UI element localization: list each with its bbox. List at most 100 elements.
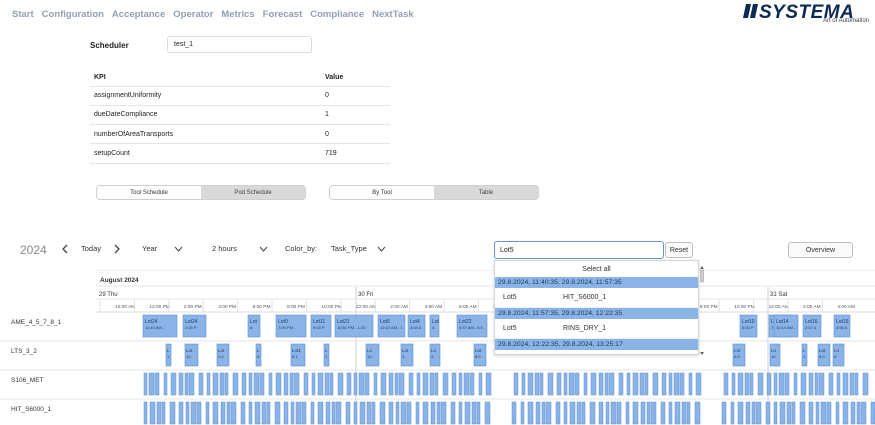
task-bar[interactable] xyxy=(668,401,673,425)
task-bar[interactable] xyxy=(721,401,727,425)
task-bar[interactable] xyxy=(476,401,481,425)
task-bar[interactable] xyxy=(520,401,525,425)
task-bar[interactable] xyxy=(458,401,463,425)
task-bar[interactable] xyxy=(261,401,267,425)
task-bar[interactable] xyxy=(870,401,875,425)
task-bar[interactable] xyxy=(188,372,195,396)
task-bar[interactable] xyxy=(337,372,344,396)
task-bar[interactable] xyxy=(331,401,336,425)
task-bar[interactable] xyxy=(178,401,184,425)
interval-select[interactable]: 2 hours xyxy=(212,244,268,253)
task-bar[interactable] xyxy=(469,372,475,396)
task-bar[interactable] xyxy=(556,372,562,396)
task-bar[interactable] xyxy=(626,372,631,396)
task-bar[interactable] xyxy=(142,314,178,338)
task-bar[interactable] xyxy=(765,401,771,425)
task-bar[interactable] xyxy=(791,401,796,425)
task-bar[interactable] xyxy=(730,401,735,425)
task-bar[interactable] xyxy=(353,401,358,425)
task-bar[interactable] xyxy=(254,401,261,425)
task-bar[interactable] xyxy=(598,372,604,396)
task-bar[interactable] xyxy=(429,343,441,367)
task-bar[interactable] xyxy=(290,343,306,367)
task-bar[interactable] xyxy=(779,401,786,425)
task-bar[interactable] xyxy=(589,401,596,425)
overview-button[interactable]: Overview xyxy=(788,242,853,258)
task-bar[interactable] xyxy=(605,401,610,425)
task-bar[interactable] xyxy=(184,343,199,367)
dropdown-scrollbar[interactable] xyxy=(700,266,704,356)
task-bar[interactable] xyxy=(346,372,352,396)
tab-by-tool[interactable]: By Tool xyxy=(330,186,434,199)
task-bar[interactable] xyxy=(224,372,229,396)
task-bar[interactable] xyxy=(325,401,331,425)
task-bar[interactable] xyxy=(430,401,436,425)
task-bar[interactable] xyxy=(527,401,534,425)
dropdown-group-header[interactable]: 29.8.2024, 12:22:35, 29.8.2024, 13:25:17 xyxy=(495,339,698,350)
task-bar[interactable] xyxy=(394,372,399,396)
dropdown-group-header[interactable]: 29.8.2024, 11:57:35, 29.8.2024, 12:22:35 xyxy=(495,308,698,319)
task-bar[interactable] xyxy=(407,314,426,338)
task-bar[interactable] xyxy=(345,401,351,425)
nav-nexttask[interactable]: NextTask xyxy=(372,9,414,20)
task-bar[interactable] xyxy=(283,372,289,396)
task-bar[interactable] xyxy=(751,401,756,425)
task-bar[interactable] xyxy=(275,372,282,396)
task-bar[interactable] xyxy=(190,401,197,425)
task-bar[interactable] xyxy=(485,372,492,396)
task-bar[interactable] xyxy=(849,372,855,396)
task-bar[interactable] xyxy=(695,372,702,396)
task-bar[interactable] xyxy=(513,372,519,396)
task-bar[interactable] xyxy=(436,401,441,425)
task-bar[interactable] xyxy=(429,372,435,396)
task-bar[interactable] xyxy=(253,372,260,396)
task-bar[interactable] xyxy=(358,372,365,396)
task-bar[interactable] xyxy=(842,401,849,425)
task-bar[interactable] xyxy=(661,372,667,396)
task-bar[interactable] xyxy=(458,372,463,396)
task-bar[interactable] xyxy=(148,372,155,396)
task-bar[interactable] xyxy=(652,372,659,396)
task-bar[interactable] xyxy=(694,401,701,425)
task-bar[interactable] xyxy=(808,401,814,425)
task-bar[interactable] xyxy=(310,314,332,338)
task-bar[interactable] xyxy=(196,401,202,425)
task-bar[interactable] xyxy=(212,401,219,425)
task-bar[interactable] xyxy=(248,401,253,425)
task-bar[interactable] xyxy=(802,314,822,338)
tab-table[interactable]: Table xyxy=(434,186,538,199)
task-bar[interactable] xyxy=(608,372,615,396)
task-bar[interactable] xyxy=(388,401,394,425)
task-bar[interactable] xyxy=(563,401,568,425)
nav-start[interactable]: Start xyxy=(12,9,34,20)
next-button[interactable] xyxy=(113,244,120,254)
task-bar[interactable] xyxy=(766,372,772,396)
task-bar[interactable] xyxy=(755,401,762,425)
task-bar[interactable] xyxy=(598,401,604,425)
task-bar[interactable] xyxy=(219,372,225,396)
task-bar[interactable] xyxy=(815,401,820,425)
task-bar[interactable] xyxy=(163,372,168,396)
task-bar[interactable] xyxy=(737,401,744,425)
task-bar[interactable] xyxy=(850,401,856,425)
task-bar[interactable] xyxy=(535,401,541,425)
task-bar[interactable] xyxy=(329,372,334,396)
nav-operator[interactable]: Operator xyxy=(173,9,214,20)
task-bar[interactable] xyxy=(406,401,412,425)
task-bar[interactable] xyxy=(820,401,827,425)
task-bar[interactable] xyxy=(800,372,807,396)
task-bar[interactable] xyxy=(484,401,491,425)
task-bar[interactable] xyxy=(801,343,808,367)
lot-search-input[interactable] xyxy=(494,241,664,259)
task-bar[interactable] xyxy=(769,343,781,367)
task-bar[interactable] xyxy=(534,372,540,396)
task-bar[interactable] xyxy=(268,372,273,396)
task-bar[interactable] xyxy=(650,401,657,425)
task-bar[interactable] xyxy=(266,401,271,425)
task-bar[interactable] xyxy=(241,372,247,396)
task-bar[interactable] xyxy=(416,372,421,396)
task-bar[interactable] xyxy=(247,314,261,338)
task-bar[interactable] xyxy=(744,372,750,396)
task-bar[interactable] xyxy=(539,372,544,396)
list-item[interactable]: Lot5 RINS_DRY_1 xyxy=(495,319,698,339)
